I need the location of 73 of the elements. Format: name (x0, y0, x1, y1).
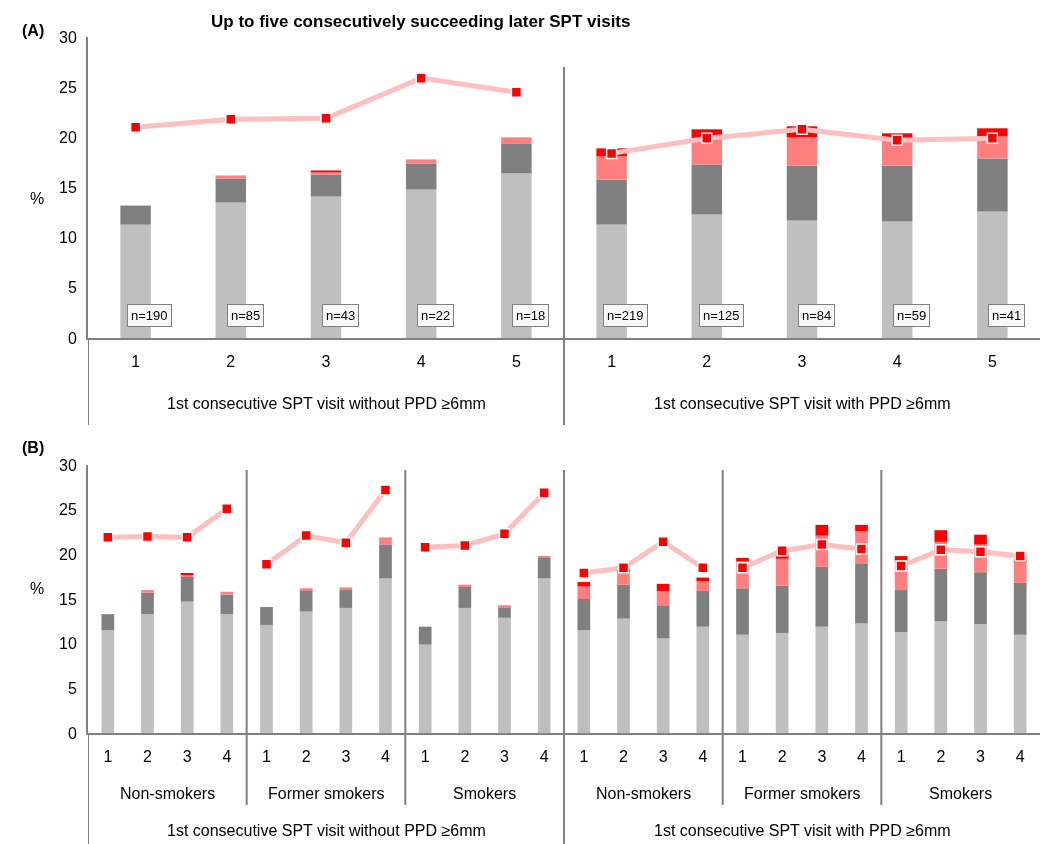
x-tick-label: 1 (607, 353, 617, 371)
x-tick-label: 3 (500, 748, 510, 766)
y-tick-label: 20 (59, 545, 77, 563)
annotation: n=125 (703, 308, 740, 323)
x-tick-label: 1 (420, 748, 430, 766)
x-tick-label: 3 (797, 353, 807, 371)
y-tick-label: 10 (59, 635, 77, 653)
text: Non-smokers (596, 785, 692, 802)
y-tick-label: 25 (59, 78, 77, 96)
x-tick-label: 1 (103, 748, 113, 766)
text: 1st consecutive SPT visit with PPD ≥6mm (654, 395, 951, 412)
x-tick-label: 3 (817, 748, 827, 766)
y-tick-label: 5 (67, 679, 77, 697)
x-tick-label: 4 (222, 748, 232, 766)
x-tick-label: 1 (262, 748, 272, 766)
y-axis-title: % (30, 190, 45, 207)
chart-title: Up to five consecutively succeeding later SPT visits (211, 12, 631, 31)
annotation: n=84 (802, 308, 832, 323)
x-tick-label: 2 (936, 748, 946, 766)
text: Smokers (929, 785, 993, 802)
text: Smokers (453, 785, 517, 802)
text: Former smokers (268, 785, 385, 802)
x-tick-label: 4 (892, 353, 902, 371)
x-tick-label: 2 (226, 353, 236, 371)
x-tick-label: 1 (738, 748, 748, 766)
annotation: n=85 (231, 308, 261, 323)
x-tick-label: 3 (976, 748, 986, 766)
y-tick-label: 0 (67, 329, 77, 347)
chart-subtitle: (A) (22, 22, 45, 39)
y-tick-label: 0 (67, 724, 77, 742)
y-tick-label: 5 (67, 279, 77, 297)
x-tick-label: 4 (416, 353, 426, 371)
annotation: n=18 (516, 308, 546, 323)
x-tick-label: 2 (460, 748, 470, 766)
x-tick-label: 4 (381, 748, 391, 766)
x-tick-label: 3 (341, 748, 351, 766)
x-tick-label: 2 (301, 748, 311, 766)
y-tick-label: 15 (59, 179, 77, 197)
y-tick-label: 30 (59, 28, 77, 46)
x-tick-label: 2 (143, 748, 153, 766)
x-tick-label: 1 (131, 353, 141, 371)
annotation: n=190 (131, 308, 168, 323)
x-tick-label: 2 (619, 748, 629, 766)
x-tick-label: 3 (321, 353, 331, 371)
text: 1st consecutive SPT visit without PPD ≥6mm (167, 822, 486, 839)
x-tick-label: 4 (539, 748, 549, 766)
text: Non-smokers (120, 785, 216, 802)
x-tick-label: 1 (579, 748, 589, 766)
x-tick-label: 5 (511, 353, 521, 371)
annotation: n=22 (421, 308, 451, 323)
x-tick-label: 3 (658, 748, 668, 766)
x-tick-label: 2 (777, 748, 787, 766)
y-tick-label: 10 (59, 229, 77, 247)
y-tick-label: 25 (59, 501, 77, 519)
x-tick-label: 3 (182, 748, 192, 766)
x-tick-label: 4 (698, 748, 708, 766)
text: Former smokers (744, 785, 861, 802)
x-tick-label: 2 (702, 353, 712, 371)
x-tick-label: 1 (896, 748, 906, 766)
x-tick-label: 5 (987, 353, 997, 371)
text: 1st consecutive SPT visit without PPD ≥6mm (167, 395, 486, 412)
x-tick-label: 4 (1015, 748, 1025, 766)
annotation: n=41 (992, 308, 1022, 323)
annotation: n=59 (897, 308, 927, 323)
annotation: n=43 (326, 308, 356, 323)
text: 1st consecutive SPT visit with PPD ≥6mm (654, 822, 951, 839)
chart-title: (B) (22, 439, 45, 456)
y-tick-label: 20 (59, 128, 77, 146)
x-tick-label: 4 (857, 748, 867, 766)
annotation: n=219 (607, 308, 644, 323)
y-axis-title: % (30, 580, 45, 597)
y-tick-label: 15 (59, 590, 77, 608)
y-tick-label: 30 (59, 456, 77, 474)
